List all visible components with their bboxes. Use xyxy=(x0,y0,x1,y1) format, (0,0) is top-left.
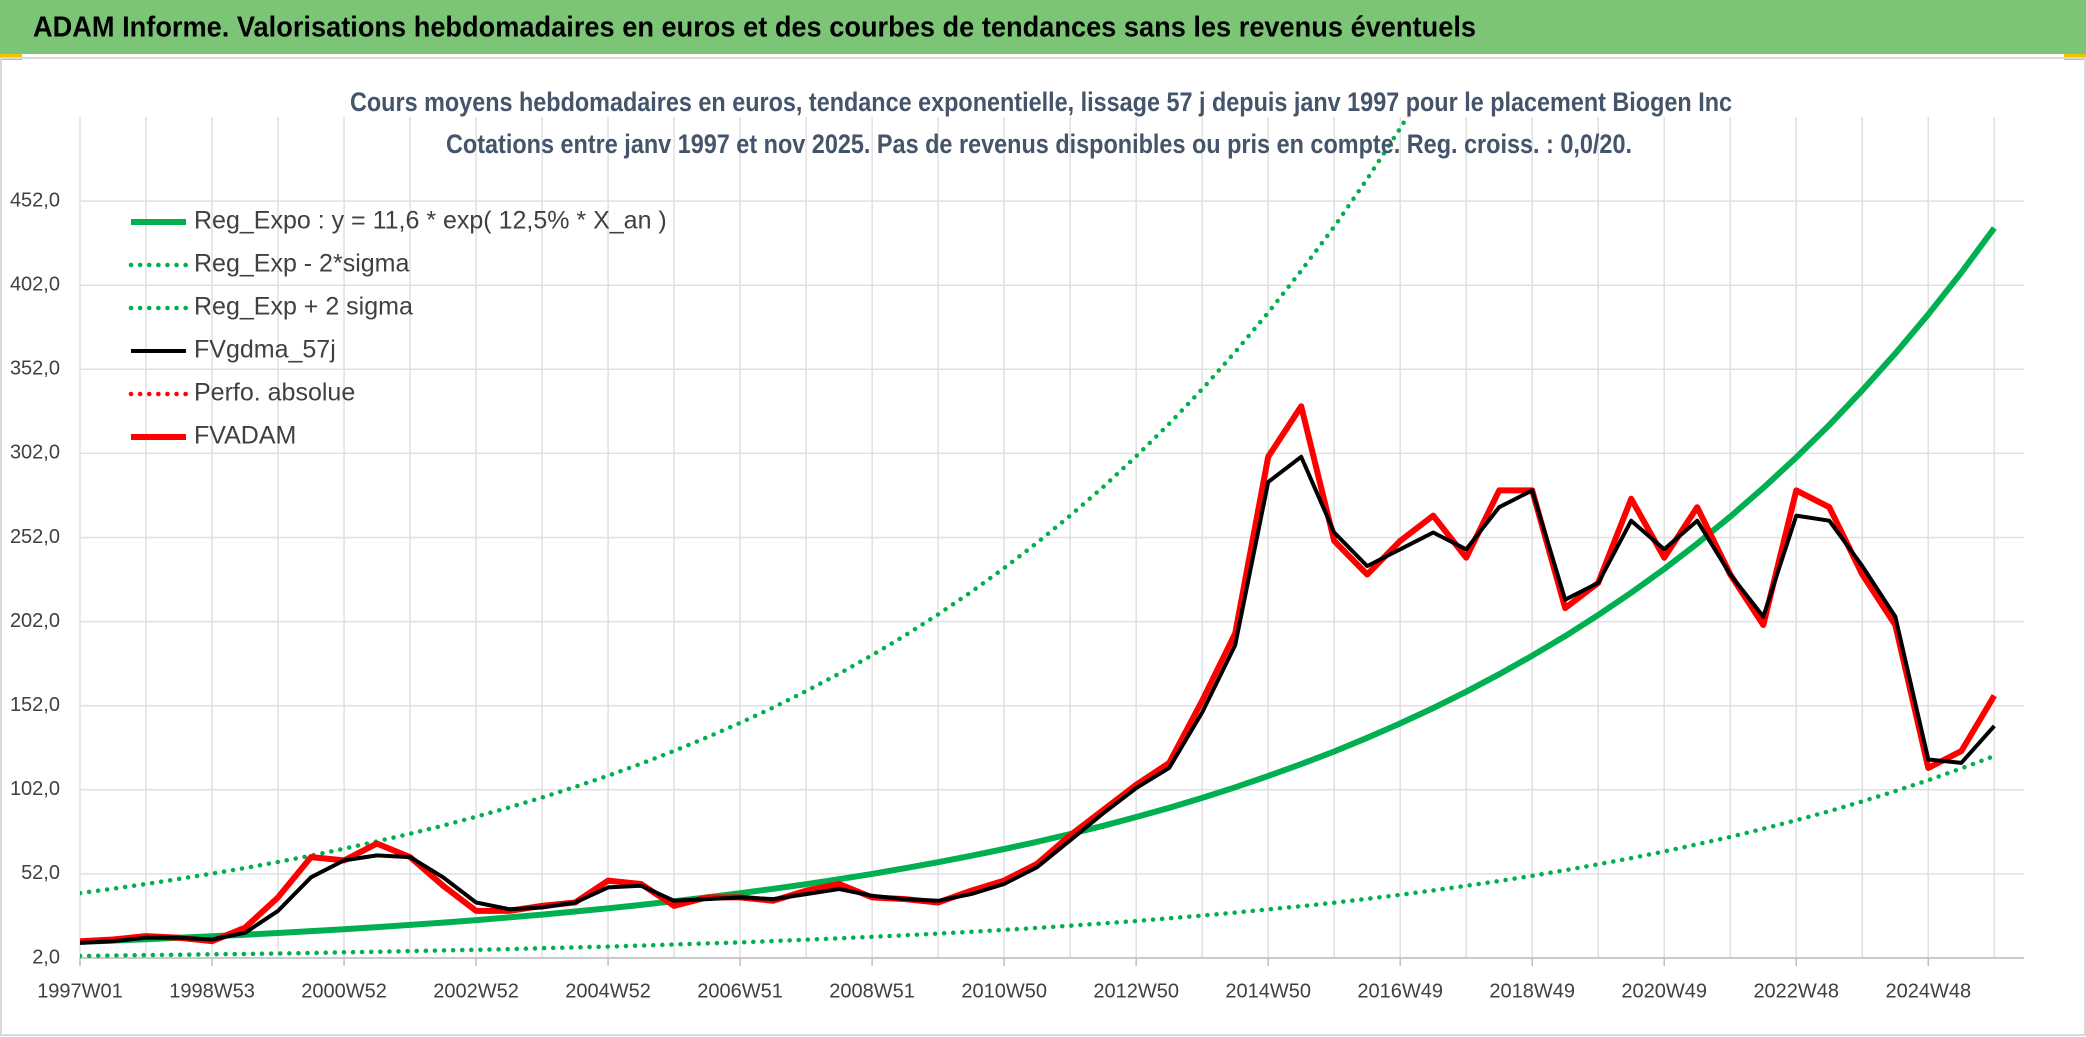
subtitle: Cotations entre janv 1997 et nov 2025. P… xyxy=(446,129,1632,159)
subtitle: Cours moyens hebdomadaires en euros, ten… xyxy=(350,87,1732,117)
x-tick-label: 2016W49 xyxy=(1357,980,1443,1002)
x-tick-label: 2010W50 xyxy=(961,980,1047,1002)
y-tick-label: 202,0 xyxy=(10,610,60,632)
y-tick-label: 302,0 xyxy=(10,442,60,464)
x-tick-label: 2022W48 xyxy=(1753,980,1839,1002)
legend-label: Reg_Exp - 2*sigma xyxy=(194,250,409,278)
legend-label: FVgdma_57j xyxy=(194,336,336,364)
x-tick-label: 2006W51 xyxy=(697,980,783,1002)
plot-area xyxy=(80,117,1997,959)
y-tick-label: 152,0 xyxy=(10,694,60,716)
y-tick-label: 352,0 xyxy=(10,358,60,380)
legend-label: Perfo. absolue xyxy=(194,379,355,407)
x-tick-label: 2024W48 xyxy=(1885,980,1971,1002)
x-tick-label: 2004W52 xyxy=(565,980,651,1002)
legend-label: FVADAM xyxy=(194,422,296,450)
y-tick-label: 252,0 xyxy=(10,526,60,548)
series-line xyxy=(80,454,1996,945)
series-line xyxy=(80,753,1997,959)
y-tick-label: 402,0 xyxy=(10,273,60,295)
x-tick-label: 2018W49 xyxy=(1489,980,1575,1002)
x-tick-label: 2012W50 xyxy=(1093,980,1179,1002)
y-tick-label: 102,0 xyxy=(10,778,60,800)
legend-label: Reg_Expo : y = 11,6 * exp( 12,5% * X_an … xyxy=(194,207,667,235)
legend-label: Reg_Exp + 2 sigma xyxy=(194,293,413,321)
x-tick-label: 1997W01 xyxy=(37,980,123,1002)
legend: Reg_Expo : y = 11,6 * exp( 12,5% * X_an … xyxy=(128,207,667,450)
y-tick-label: 2,0 xyxy=(32,946,60,968)
x-tick-label: 2020W49 xyxy=(1621,980,1707,1002)
x-tick-label: 2008W51 xyxy=(829,980,915,1002)
x-tick-label: 1998W53 xyxy=(169,980,255,1002)
x-tick-label: 2000W52 xyxy=(301,980,387,1002)
series-line xyxy=(80,226,1997,945)
x-tick-label: 2014W50 xyxy=(1225,980,1311,1002)
header-bar xyxy=(0,0,2086,54)
chart-title: ADAM Informe. Valorisations hebdomadaire… xyxy=(33,12,1476,44)
y-tick-label: 52,0 xyxy=(21,862,60,884)
x-tick-label: 2002W52 xyxy=(433,980,519,1002)
grid: 2,0 52,0 102,0 152,0 202,0 252,0 302,0 352,0 402… xyxy=(10,117,2024,1002)
chart-frame xyxy=(0,57,2086,1036)
y-tick-label: 452,0 xyxy=(10,189,60,211)
